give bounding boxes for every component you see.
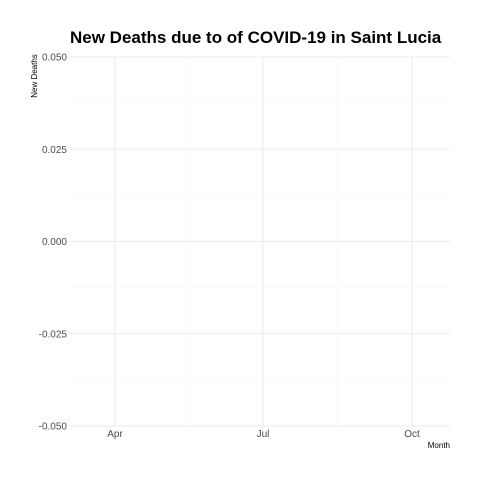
y-tick-label: 0.000 xyxy=(42,237,67,248)
x-tick-label: Apr xyxy=(107,429,123,440)
x-tick-labels: Apr Jul Oct xyxy=(107,429,420,440)
y-tick-label: 0.025 xyxy=(42,145,67,156)
x-tick-label: Oct xyxy=(404,429,420,440)
x-tick-label: Jul xyxy=(257,429,270,440)
chart-title: New Deaths due to of COVID-19 in Saint L… xyxy=(70,28,442,47)
y-tick-label: 0.050 xyxy=(42,53,67,64)
y-tick-labels: 0.050 0.025 0.000 -0.025 -0.050 xyxy=(39,53,68,433)
y-tick-label: -0.050 xyxy=(39,422,68,433)
y-axis-title: New Deaths xyxy=(30,54,39,98)
major-gridlines xyxy=(70,56,450,427)
y-tick-label: -0.025 xyxy=(39,329,68,340)
x-axis-title: Month xyxy=(428,441,450,450)
